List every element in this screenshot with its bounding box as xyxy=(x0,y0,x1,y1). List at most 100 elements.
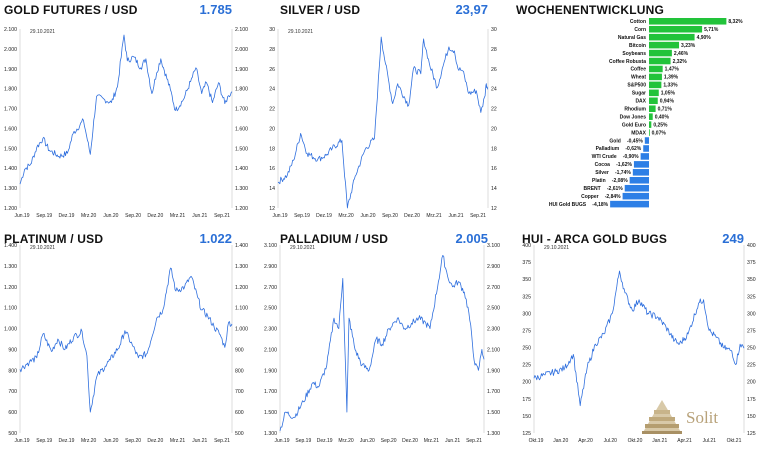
category-label: Platin xyxy=(592,178,606,184)
y-tick-label-right: 250 xyxy=(747,346,756,352)
y-tick-label-right: 1.200 xyxy=(235,285,248,291)
x-tick-label: Jun.21 xyxy=(448,213,463,219)
x-tick-label: Okt.21 xyxy=(727,438,742,444)
bar xyxy=(649,89,659,97)
palladium-value: 2.005 xyxy=(455,231,488,246)
value-label: -0,62% xyxy=(625,146,641,152)
value-label: 1,05% xyxy=(661,91,676,97)
series-line xyxy=(533,270,745,407)
x-tick-label: Mrz.21 xyxy=(426,213,442,219)
y-tick-label-right: 700 xyxy=(235,389,244,395)
x-tick-label: Mrz.21 xyxy=(170,213,186,219)
y-tick-label-left: 26 xyxy=(269,67,275,73)
x-tick-label: Jun.20 xyxy=(103,438,118,444)
category-label: Cocoa xyxy=(595,162,611,168)
y-tick-label-left: 150 xyxy=(522,414,531,420)
y-tick-label-left: 18 xyxy=(269,146,275,152)
x-tick-label: Mrz.20 xyxy=(81,438,97,444)
y-tick-label-left: 2.700 xyxy=(264,285,277,291)
value-label: 1,33% xyxy=(663,83,678,89)
x-tick-label: Jul.20 xyxy=(604,438,618,444)
y-tick-label-right: 175 xyxy=(747,397,756,403)
bar xyxy=(610,200,649,208)
y-tick-label-left: 300 xyxy=(522,311,531,317)
y-tick-label-right: 275 xyxy=(747,328,756,334)
series-line xyxy=(19,34,233,185)
silver-panel: SILVER / USD 23,97 29.10.2021 12 12 14 14 16 1… xyxy=(256,0,512,225)
palladium-panel: PALLADIUM / USD 2.005 29.10.2021 1.300 1.3… xyxy=(256,225,512,450)
value-label: -1,62% xyxy=(616,162,632,168)
y-tick-label-right: 900 xyxy=(235,347,244,353)
category-label: Corn xyxy=(634,27,646,33)
y-tick-label-left: 2.900 xyxy=(264,264,277,270)
gold-title: GOLD FUTURES / USD xyxy=(4,3,138,17)
y-tick-label-left: 1.600 xyxy=(4,126,17,132)
y-tick-label-left: 1.500 xyxy=(264,410,277,416)
bar xyxy=(649,105,656,112)
y-tick-label-left: 1.400 xyxy=(4,166,17,172)
value-label: 3,23% xyxy=(681,43,696,49)
y-tick-label-left: 375 xyxy=(522,260,531,266)
value-label: 0,40% xyxy=(655,114,670,120)
y-tick-label-right: 30 xyxy=(491,27,497,33)
x-tick-label: Sep.20 xyxy=(125,438,141,444)
y-tick-label-right: 1.700 xyxy=(235,107,248,113)
x-tick-label: Jan.21 xyxy=(652,438,667,444)
series-line xyxy=(279,255,485,431)
palladium-chart: 29.10.2021 1.300 1.300 1.500 1.500 1.700 1.700… xyxy=(264,243,500,444)
series-line xyxy=(277,36,488,209)
y-tick-label-right: 2.300 xyxy=(487,327,500,333)
value-label: -1,74% xyxy=(615,170,631,176)
x-tick-label: Jun.19 xyxy=(14,438,29,444)
x-tick-label: Mrz.21 xyxy=(170,438,186,444)
y-tick-label-left: 500 xyxy=(8,431,17,437)
x-tick-label: Sep.19 xyxy=(36,213,52,219)
x-tick-label: Sep.20 xyxy=(381,438,397,444)
y-tick-label-right: 325 xyxy=(747,294,756,300)
y-tick-label-right: 2.700 xyxy=(487,285,500,291)
y-tick-label-left: 1.200 xyxy=(4,206,17,212)
y-tick-label-left: 400 xyxy=(522,243,531,249)
y-tick-label-right: 375 xyxy=(747,260,756,266)
x-tick-label: Jun.19 xyxy=(272,213,287,219)
x-tick-label: Jun.21 xyxy=(445,438,460,444)
y-tick-label-left: 2.000 xyxy=(4,47,17,53)
palladium-title: PALLADIUM / USD xyxy=(280,232,389,246)
y-tick-label-right: 1.700 xyxy=(487,389,500,395)
y-tick-label-left: 1.500 xyxy=(4,146,17,152)
logo-text: Solit xyxy=(686,408,719,427)
bar xyxy=(649,25,703,33)
x-tick-label: Dez.20 xyxy=(402,438,418,444)
category-label: Natural Gas xyxy=(618,35,646,41)
y-tick-label-left: 2.500 xyxy=(264,306,277,312)
y-tick-label-left: 1.300 xyxy=(264,431,277,437)
y-tick-label-right: 1.500 xyxy=(235,146,248,152)
y-tick-label-right: 1.600 xyxy=(235,126,248,132)
y-tick-label-left: 3.100 xyxy=(264,243,277,249)
weekly-chart: Cotton 8,32% Corn 5,71% Natural Gas 4,90% Bitc… xyxy=(549,18,743,208)
category-label: MDAX xyxy=(631,130,646,136)
value-label: 1,47% xyxy=(665,67,680,73)
y-tick-label-right: 16 xyxy=(491,166,497,172)
category-label: Wheat xyxy=(631,75,646,81)
y-tick-label-left: 1.800 xyxy=(4,87,17,93)
y-tick-label-left: 1.700 xyxy=(4,107,17,113)
y-tick-label-left: 1.700 xyxy=(264,389,277,395)
x-tick-label: Mrz.20 xyxy=(338,213,354,219)
bar xyxy=(649,113,653,120)
y-tick-label-left: 12 xyxy=(269,206,275,212)
y-tick-label-right: 2.000 xyxy=(235,47,248,53)
y-tick-label-left: 250 xyxy=(522,346,531,352)
x-tick-label: Dez.20 xyxy=(404,213,420,219)
value-label: 0,94% xyxy=(660,99,675,105)
y-tick-label-right: 1.800 xyxy=(235,87,248,93)
bar xyxy=(644,137,649,144)
bar xyxy=(632,169,649,176)
x-tick-label: Dez.20 xyxy=(147,213,163,219)
category-label: Sugar xyxy=(632,91,646,97)
value-label: 0,71% xyxy=(658,106,673,112)
category-label: Copper xyxy=(581,194,599,200)
bar xyxy=(649,97,658,105)
date-label: 29.10.2021 xyxy=(30,245,55,251)
y-tick-label-right: 1.500 xyxy=(487,410,500,416)
